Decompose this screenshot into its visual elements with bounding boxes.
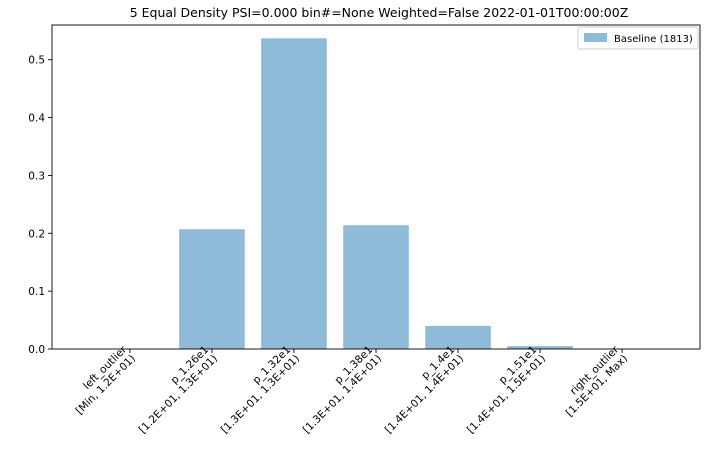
bar — [179, 229, 245, 349]
bar — [343, 225, 409, 349]
x-tick-label-line: [1.4E+01, 1.4E+01) — [383, 353, 466, 436]
x-tick-label: left_outlier[Min, 1.2E+01) — [65, 343, 139, 417]
legend-label: Baseline (1813) — [614, 34, 693, 45]
x-tick-label: p_1.4e1[1.4E+01, 1.4E+01) — [374, 344, 466, 436]
chart-title: 5 Equal Density PSI=0.000 bin#=None Weig… — [130, 5, 629, 20]
y-tick-label: 0.3 — [28, 170, 45, 182]
x-tick-label-line: [1.3E+01, 1.3E+01) — [219, 353, 302, 436]
x-tick-label-line: [1.3E+01, 1.4E+01) — [301, 353, 384, 436]
x-tick-label: p_1.32e1[1.3E+01, 1.3E+01) — [210, 344, 302, 436]
y-tick-label: 0.1 — [28, 286, 45, 298]
x-tick-label: p_1.26e1[1.2E+01, 1.3E+01) — [128, 344, 220, 436]
legend-swatch — [584, 33, 607, 42]
legend-box — [577, 26, 699, 50]
y-tick-label: 0.0 — [28, 344, 45, 356]
y-tick-label: 0.4 — [28, 113, 45, 125]
y-tick-label: 0.5 — [28, 55, 45, 67]
x-tick-label-line: [1.4E+01, 1.5E+01) — [465, 353, 548, 436]
bar — [425, 325, 491, 349]
x-tick-label: p_1.38e1[1.3E+01, 1.4E+01) — [292, 344, 384, 436]
x-tick-label-line: [1.2E+01, 1.3E+01) — [137, 353, 220, 436]
x-tick-label: p_1.51e1[1.4E+01, 1.5E+01) — [456, 344, 548, 436]
x-tick-label: right_outlier[1.5E+01, Max) — [555, 343, 631, 419]
y-tick-label: 0.2 — [28, 228, 45, 240]
plot-area: 0.0 0.1 0.2 0.3 0.4 0.5 left_outlier[Min, 1.2E… — [28, 24, 701, 436]
bar — [507, 346, 573, 349]
bar — [261, 38, 327, 350]
legend: Baseline (1813) — [577, 26, 699, 50]
